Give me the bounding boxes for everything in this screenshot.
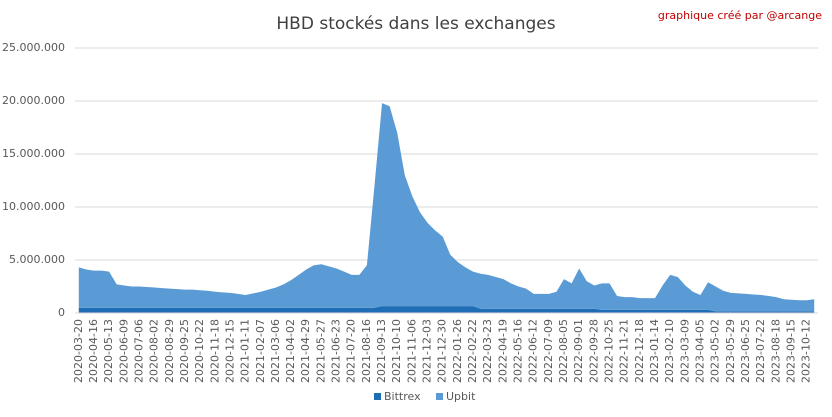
x-tick-label: 2020-05-13 bbox=[102, 319, 115, 383]
x-tick-label: 2021-05-27 bbox=[314, 319, 327, 383]
y-tick-label: 15.000.000 bbox=[2, 147, 65, 160]
x-tick-label: 2020-08-29 bbox=[163, 319, 176, 383]
x-tick-label: 2021-02-07 bbox=[254, 319, 267, 383]
x-tick-label: 2021-03-06 bbox=[269, 319, 282, 383]
y-tick-label: 5.000.000 bbox=[9, 253, 65, 266]
x-tick-label: 2020-12-15 bbox=[223, 319, 236, 383]
annotation: graphique créé par @arcange bbox=[658, 9, 822, 22]
x-tick-label: 2023-05-29 bbox=[724, 319, 737, 383]
x-tick-label: 2021-04-02 bbox=[284, 319, 297, 383]
x-tick-label: 2020-03-20 bbox=[72, 319, 85, 383]
x-tick-label: 2020-11-18 bbox=[208, 319, 221, 383]
chart-title: HBD stockés dans les exchanges bbox=[276, 14, 555, 34]
y-tick-label: 25.000.000 bbox=[2, 41, 65, 54]
x-tick-label: 2023-07-22 bbox=[754, 319, 767, 383]
area bbox=[78, 306, 815, 313]
y-tick-label: 20.000.000 bbox=[2, 94, 65, 107]
x-tick-label: 2023-04-05 bbox=[693, 319, 706, 383]
x-tick-label: 2021-12-30 bbox=[436, 319, 449, 383]
x-tick-label: 2020-04-16 bbox=[87, 319, 100, 383]
x-tick-label: 2020-10-22 bbox=[193, 319, 206, 383]
x-tick-label: 2022-03-23 bbox=[481, 319, 494, 383]
x-tick-label: 2022-10-25 bbox=[603, 319, 616, 383]
y-tick-label: 10.000.000 bbox=[2, 200, 65, 213]
x-tick-label: 2022-05-16 bbox=[512, 319, 525, 383]
x-tick-label: 2023-02-10 bbox=[663, 319, 676, 383]
x-tick-label: 2023-09-15 bbox=[784, 319, 797, 383]
x-tick-label: 2022-08-05 bbox=[557, 319, 570, 383]
legend-label: Bittrex bbox=[384, 390, 421, 403]
x-tick-label: 2020-07-06 bbox=[132, 319, 145, 383]
area bbox=[78, 103, 815, 312]
x-tick-label: 2021-09-13 bbox=[375, 319, 388, 383]
x-tick-label: 2023-08-18 bbox=[769, 319, 782, 383]
x-tick-label: 2023-01-14 bbox=[648, 319, 661, 383]
x-tick-label: 2020-08-02 bbox=[148, 319, 161, 383]
x-tick-label: 2022-09-28 bbox=[587, 319, 600, 383]
x-tick-label: 2021-12-03 bbox=[421, 319, 434, 383]
x-tick-label: 2022-01-26 bbox=[451, 319, 464, 383]
x-tick-label: 2020-09-25 bbox=[178, 319, 191, 383]
x-tick-label: 2022-09-01 bbox=[572, 319, 585, 383]
x-tick-label: 2023-10-12 bbox=[800, 319, 813, 383]
x-tick-label: 2021-10-10 bbox=[390, 319, 403, 383]
x-tick-label: 2022-07-09 bbox=[542, 319, 555, 383]
legend-swatch bbox=[374, 393, 381, 400]
x-tick-label: 2021-08-16 bbox=[360, 319, 373, 383]
x-tick-label: 2023-03-09 bbox=[678, 319, 691, 383]
x-tick-label: 2022-11-21 bbox=[618, 319, 631, 383]
x-tick-label: 2021-04-29 bbox=[299, 319, 312, 383]
x-tick-label: 2022-02-22 bbox=[466, 319, 479, 383]
x-tick-label: 2023-05-02 bbox=[709, 319, 722, 383]
y-tick-label: 0 bbox=[58, 306, 65, 319]
x-tick-label: 2021-07-20 bbox=[345, 319, 358, 383]
x-tick-label: 2022-04-19 bbox=[496, 319, 509, 383]
x-tick-label: 2022-12-18 bbox=[633, 319, 646, 383]
x-tick-label: 2021-11-06 bbox=[405, 319, 418, 383]
x-tick-label: 2021-01-11 bbox=[239, 319, 252, 383]
x-tick-label: 2022-06-12 bbox=[527, 319, 540, 383]
legend-label: Upbit bbox=[446, 390, 476, 403]
x-tick-label: 2021-06-23 bbox=[330, 319, 343, 383]
legend-swatch bbox=[436, 393, 443, 400]
x-tick-label: 2023-06-25 bbox=[739, 319, 752, 383]
x-tick-label: 2020-06-09 bbox=[117, 319, 130, 383]
